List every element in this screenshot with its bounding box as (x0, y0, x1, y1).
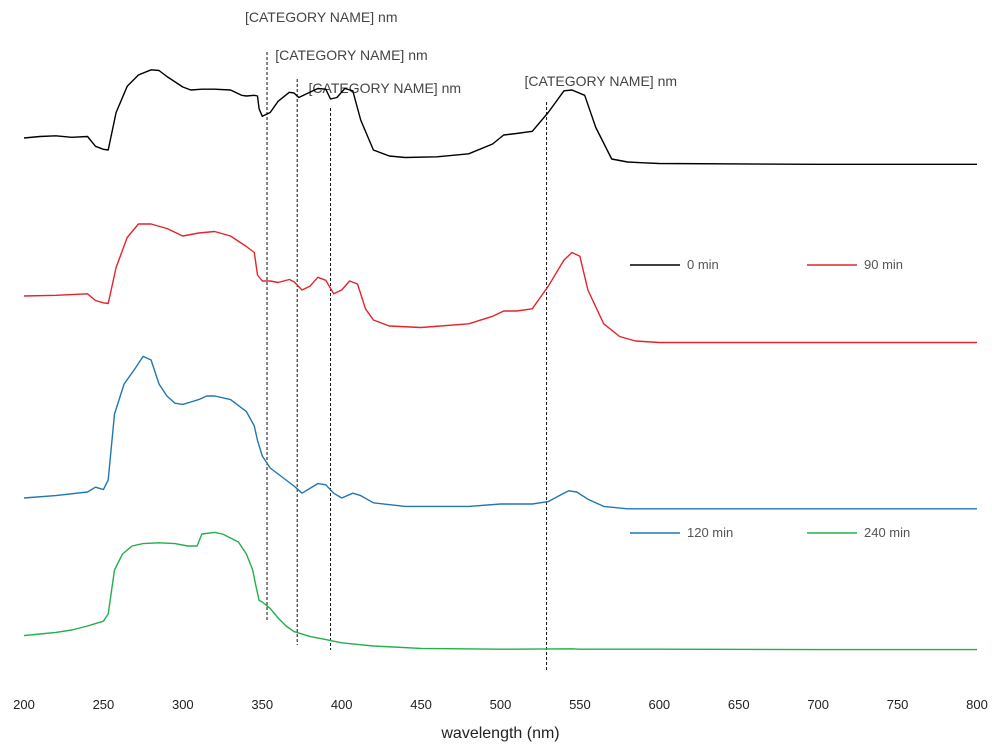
x-tick-label: 550 (569, 697, 591, 712)
legend: 0 min 90 min 120 min 240 min (630, 257, 910, 540)
annotation-label: [CATEGORY NAME] nm (525, 73, 677, 89)
x-tick-label: 300 (172, 697, 194, 712)
annotation-label: [CATEGORY NAME] nm (309, 80, 461, 96)
legend-entry: 0 min (687, 257, 719, 272)
x-tick-label: 350 (251, 697, 273, 712)
legend-entry: 240 min (864, 525, 910, 540)
x-tick-label: 800 (966, 697, 988, 712)
x-axis-label: wavelength (nm) (440, 725, 559, 742)
series-line-0-min (23, 69, 977, 166)
annotation-label: [CATEGORY NAME] nm (245, 9, 397, 25)
x-tick-label: 250 (93, 697, 115, 712)
x-tick-label: 650 (728, 697, 750, 712)
x-tick-label: 450 (410, 697, 432, 712)
legend-entry: 90 min (864, 257, 903, 272)
annotation-label: [CATEGORY NAME] nm (275, 47, 427, 63)
annotation-layer: [CATEGORY NAME] nm [CATEGORY NAME] nm [CAT… (245, 9, 677, 672)
x-tick-label: 600 (648, 697, 670, 712)
legend-entry: 120 min (687, 525, 733, 540)
series-line-90-min (23, 223, 977, 344)
series-line-120-min (23, 355, 977, 510)
series-line-240-min (23, 531, 977, 651)
x-tick-label: 500 (490, 697, 512, 712)
x-tick-label: 750 (887, 697, 909, 712)
series-layer (23, 69, 977, 651)
x-tick-label: 200 (13, 697, 35, 712)
x-axis: 200 250 300 350 400 450 500 550 600 650 700 750 800 (13, 697, 988, 712)
x-tick-label: 400 (331, 697, 353, 712)
x-tick-label: 700 (807, 697, 829, 712)
